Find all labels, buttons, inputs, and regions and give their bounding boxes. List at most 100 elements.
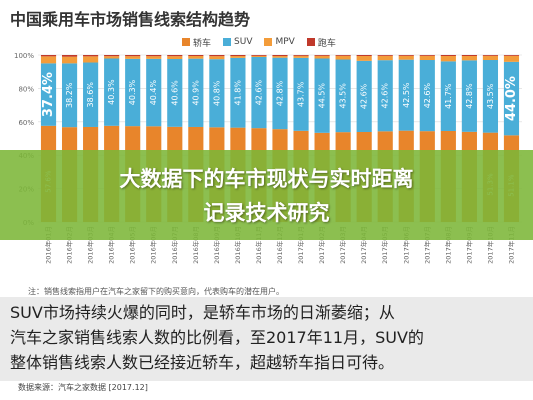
bar-segment-suv: [335, 59, 351, 133]
legend-label-mpv: MPV: [275, 37, 295, 47]
bar-segment-mpv: [167, 56, 183, 60]
bar-segment-sports: [398, 55, 414, 56]
bar-segment-mpv: [40, 56, 57, 64]
x-tick-label: 2016年05月: [128, 226, 137, 264]
x-tick-label: 2017年10月: [485, 226, 494, 264]
legend-item-sedan: 轿车: [182, 36, 211, 49]
bar-segment-sports: [503, 55, 520, 56]
suv-value-label: 42.6%: [360, 83, 369, 109]
suv-value-label: 41.8%: [233, 80, 242, 106]
bar-segment-suv: [230, 57, 246, 128]
suv-value-label: 37.4%: [41, 72, 56, 117]
caption-box: [0, 297, 533, 381]
bar-segment-suv: [209, 59, 225, 128]
bar-segment-suv: [503, 61, 520, 136]
legend-item-mpv: MPV: [264, 37, 295, 47]
bar-segment-suv: [125, 58, 141, 127]
suv-value-label: 43.5%: [486, 83, 495, 109]
bar-segment-sports: [146, 55, 162, 57]
x-tick-label: 2017年02月: [317, 226, 326, 264]
bar-segment-mpv: [419, 55, 435, 61]
bar-segment-sports: [293, 55, 309, 56]
bar-segment-mpv: [146, 56, 162, 59]
banner-line-2: 记录技术研究: [203, 201, 330, 225]
suv-value-label: 42.6%: [254, 79, 263, 105]
bar-segment-suv: [398, 59, 414, 131]
x-tick-label: 2017年09月: [464, 226, 473, 264]
y-tick-label: 100%: [14, 52, 34, 60]
suv-value-label: 40.4%: [149, 79, 158, 105]
caption-line-3: 整体销售线索人数已经接近轿车，超越轿车指日可待。: [10, 353, 395, 372]
suv-value-label: 44.5%: [318, 83, 327, 109]
suv-value-label: 40.9%: [191, 80, 200, 106]
bar-segment-suv: [461, 60, 477, 132]
suv-value-label: 40.3%: [107, 79, 116, 105]
bar-segment-suv: [314, 58, 330, 133]
bar-segment-mpv: [83, 56, 99, 63]
bar-segment-sports: [440, 55, 456, 57]
bar-segment-sports: [356, 55, 372, 57]
bar-segment-mpv: [293, 55, 309, 58]
x-tick-label: 2017年05月: [380, 226, 389, 264]
legend-swatch-mpv: [264, 38, 273, 46]
bar-segment-sports: [167, 55, 183, 57]
legend-label-suv: SUV: [234, 37, 253, 47]
bar-segment-suv: [419, 60, 435, 132]
bar-segment-mpv: [482, 55, 499, 61]
bar-segment-sports: [482, 55, 499, 56]
chart-title: 中国乘用车市场销售线索结构趋势: [10, 10, 251, 29]
x-tick-label: 2016年02月: [65, 226, 74, 264]
bar-segment-mpv: [461, 56, 477, 61]
bar-segment-mpv: [61, 56, 78, 64]
suv-value-label: 42.8%: [276, 80, 285, 106]
bar-segment-sports: [104, 55, 120, 57]
y-tick-label: 60%: [18, 119, 34, 127]
bar-segment-suv: [272, 57, 288, 130]
bar-segment-mpv: [314, 55, 330, 59]
bar-segment-mpv: [230, 56, 246, 58]
x-tick-label: 2016年04月: [107, 226, 116, 264]
legend-label-sedan: 轿车: [193, 38, 212, 49]
bar-segment-sports: [461, 55, 477, 57]
bar-segment-mpv: [209, 56, 225, 60]
overlay-banner: [0, 150, 533, 240]
x-tick-label: 2017年03月: [338, 226, 347, 264]
bar-segment-suv: [40, 63, 57, 126]
x-tick-label: 2016年08月: [191, 226, 200, 264]
data-source: 数据来源：汽车之家数据 [2017.12]: [18, 383, 148, 392]
bar-segment-suv: [167, 59, 183, 127]
caption-text: SUV市场持续火爆的同时，是轿车市场的日渐萎缩；从 汽车之家销售线索人数的比例看…: [10, 300, 525, 375]
x-tick-label: 2017年08月: [443, 226, 452, 264]
x-tick-label: 2016年01月: [44, 226, 53, 264]
bar-segment-sports: [125, 55, 141, 57]
bar-segment-suv: [188, 58, 204, 127]
chart-footnote: 注：销售线索指用户在汽车之家留下的购买意向，代表购车的潜在用户。: [28, 287, 284, 296]
bar-segment-mpv: [125, 56, 141, 59]
caption-line-2: 汽车之家销售线索人数的比例看，至2017年11月，SUV的: [10, 328, 424, 347]
suv-value-label: 43.7%: [297, 81, 306, 107]
bar-segment-suv: [104, 58, 120, 126]
suv-value-label: 40.8%: [212, 80, 221, 106]
x-tick-label: 2016年09月: [212, 226, 221, 264]
x-tick-label: 2017年07月: [422, 226, 431, 264]
bar-segment-mpv: [356, 56, 372, 61]
x-tick-label: 2016年06月: [149, 226, 158, 264]
legend-swatch-suv: [223, 38, 232, 46]
x-tick-label: 2016年10月: [233, 226, 242, 264]
x-tick-label: 2017年11月: [506, 226, 515, 264]
bar-segment-suv: [377, 60, 393, 132]
x-tick-label: 2017年06月: [401, 226, 410, 264]
bar-segment-mpv: [398, 55, 414, 60]
bar-segment-sports: [335, 55, 351, 56]
y-tick-label: 80%: [18, 85, 34, 93]
x-tick-label: 2017年01月: [296, 226, 305, 264]
suv-value-label: 44.0%: [504, 76, 519, 121]
bar-segment-mpv: [503, 55, 520, 62]
suv-value-label: 42.8%: [465, 83, 474, 109]
x-tick-label: 2016年07月: [170, 226, 179, 264]
bar-segment-suv: [61, 63, 78, 128]
legend-swatch-sedan: [182, 38, 190, 46]
caption-line-1: SUV市场持续火爆的同时，是轿车市场的日渐萎缩；从: [10, 303, 395, 322]
bar-segment-suv: [482, 60, 499, 133]
stacked-bar-chart: 0%20%40%60%80%100%37.4%57.6%2016年01月38.2…: [14, 52, 522, 264]
